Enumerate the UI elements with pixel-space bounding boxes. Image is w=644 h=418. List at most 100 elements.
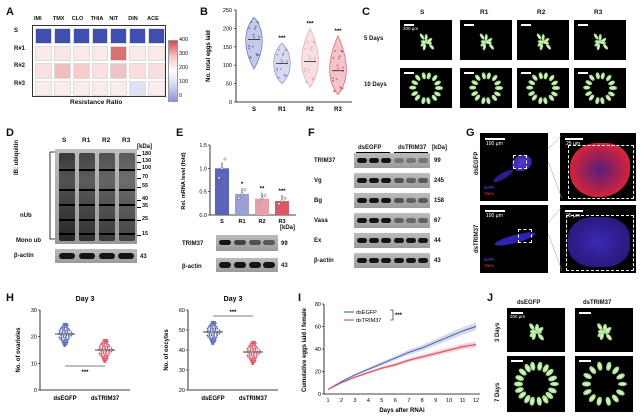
data-point [215, 336, 218, 339]
data-point [247, 356, 250, 359]
scale-label: 200 µm [510, 314, 526, 319]
data-point [66, 324, 69, 327]
y-tick-label: 40 [179, 348, 185, 354]
y-tick-label: 0.5 [199, 190, 207, 196]
ubiquitin-band [119, 233, 135, 235]
data-point [213, 337, 216, 340]
kda-marker: 180 [142, 151, 152, 157]
column-label: R3 [594, 9, 603, 16]
data-point [63, 338, 66, 341]
embryo-egg [552, 86, 560, 90]
data-point [207, 336, 210, 339]
panel-e-blots: [kDa] TRIM37 99 β-actin 43 [176, 225, 308, 275]
data-point [58, 336, 61, 339]
ubiquitin-band [99, 204, 115, 206]
y-tick-label: 0 [229, 100, 232, 106]
kda-marker: 15 [142, 231, 149, 237]
lane-label: R2 [102, 137, 111, 144]
data-point [101, 354, 103, 357]
data-point [214, 324, 217, 327]
data-point [103, 357, 106, 360]
colorscale-tick: 400 [179, 37, 189, 43]
embryo-egg [596, 361, 604, 372]
embryo-egg [537, 96, 543, 105]
data-point [257, 200, 261, 204]
actin-label: β-actin [182, 264, 202, 270]
heatmap-col-label: NIT [109, 16, 119, 22]
data-point [250, 21, 253, 24]
data-point [207, 325, 210, 328]
data-point [251, 45, 254, 48]
ubiquitin-band [59, 169, 75, 171]
kda-tick [137, 162, 141, 163]
significance-bracket [390, 309, 394, 321]
kda-marker: 70 [142, 174, 149, 180]
significance-label: *** [229, 310, 237, 316]
data-point [66, 339, 69, 342]
heatmap-cell [53, 80, 71, 96]
heatmap-cell [72, 80, 90, 96]
data-point [249, 349, 252, 352]
x-tick-label: 6 [394, 398, 397, 404]
data-point [100, 342, 103, 345]
data-point [243, 188, 247, 192]
data-point [340, 49, 343, 52]
data-point [214, 327, 217, 330]
data-point [250, 352, 253, 355]
protein-band [418, 258, 428, 263]
data-point [340, 87, 343, 90]
data-point [335, 77, 338, 80]
data-point [341, 87, 344, 90]
data-point [65, 334, 68, 337]
kda-marker: 100 [142, 165, 152, 171]
protein-band [357, 238, 367, 243]
kda-marker: 25 [142, 216, 149, 222]
data-point [332, 57, 335, 59]
significance-label: * [241, 182, 244, 188]
data-point [68, 336, 71, 339]
ubiquitin-smear [99, 153, 115, 241]
protein-band [405, 258, 416, 263]
data-point [254, 344, 257, 347]
data-point [70, 331, 73, 334]
panel-letter-j: J [487, 292, 494, 304]
protein-band [418, 198, 428, 203]
heatmap-cell [72, 45, 90, 61]
panel-h-plots: Day 3 0 10 20 30 No. of ovarioles dsEGFP dsTRIM… [16, 296, 278, 402]
embryo-egg [426, 96, 432, 105]
embryo-egg [604, 396, 612, 407]
scale-bar [464, 72, 474, 74]
data-point [257, 54, 260, 56]
y-tick-label: 20 [315, 370, 321, 376]
heatmap-row-label: S [14, 28, 19, 34]
protein-band [369, 218, 380, 223]
ubiquitin-band [59, 219, 75, 221]
data-point [305, 81, 307, 84]
data-point [255, 352, 258, 355]
panel-letter-h: H [6, 292, 14, 304]
data-point [304, 47, 307, 50]
data-point [59, 327, 62, 330]
y-tick-label: 80 [315, 302, 321, 308]
data-point [105, 350, 108, 353]
ubiquitin-band [99, 169, 115, 171]
scale-bar [579, 360, 591, 362]
embryo-egg [594, 96, 600, 105]
heatmap-col-label: CLO [71, 16, 84, 22]
data-point [215, 325, 218, 328]
data-point [215, 332, 218, 335]
protein-band [357, 198, 367, 203]
data-point [258, 352, 261, 355]
panel-j-images: dsEGFP dsTRIM37 3 Days 7 Days 200 µm [487, 290, 644, 418]
data-point [102, 345, 104, 348]
scale-bar [404, 24, 414, 26]
data-point [312, 78, 315, 81]
col-label-dsegfp: dsEGFP [517, 300, 541, 306]
column-label: R2 [537, 9, 546, 16]
panel-c-images: S R1 R2 R3 5 Days 10 Days 200 µm [362, 0, 644, 122]
data-point [99, 347, 101, 350]
data-point [253, 361, 256, 364]
data-point [66, 326, 69, 329]
data-point [210, 322, 212, 325]
x-tick-label: dsTRIM37 [91, 396, 120, 402]
